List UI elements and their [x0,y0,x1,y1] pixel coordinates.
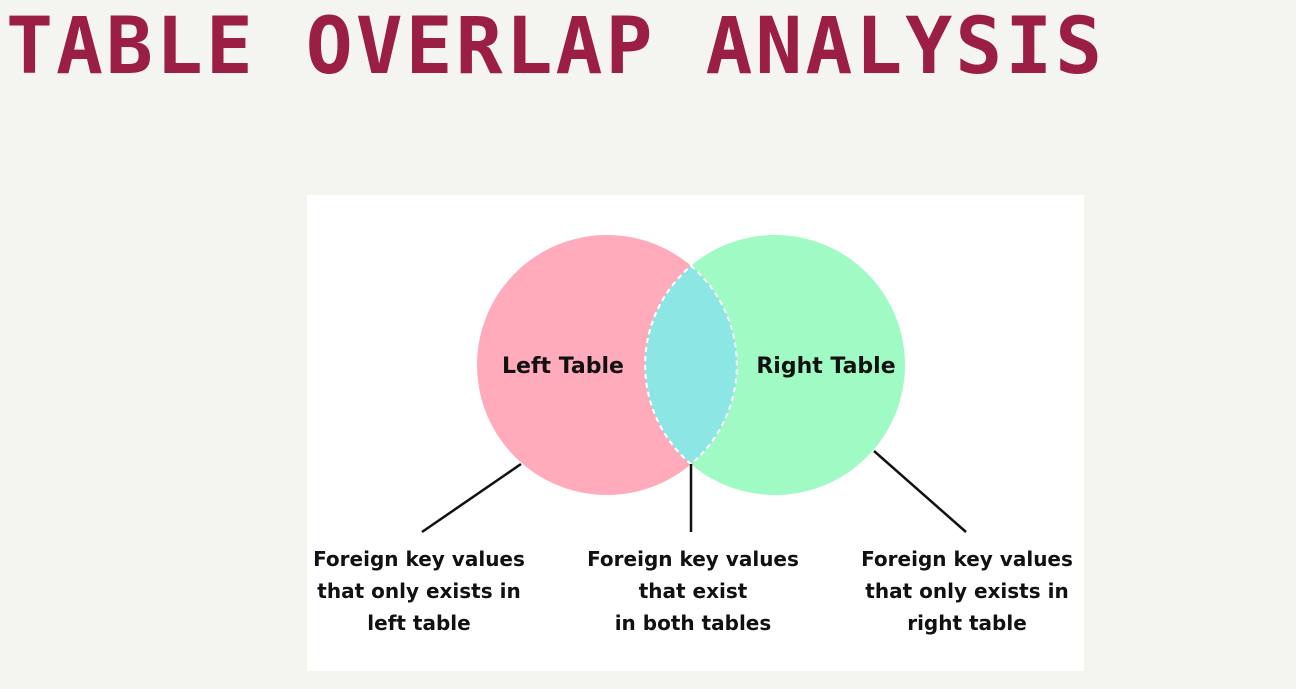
right-table-label: Right Table [756,354,895,379]
venn-diagram-card: Left Table Right Table Foreign key value… [307,195,1084,671]
left-connector-line [421,462,522,534]
left-only-callout: Foreign key values that only exists in l… [313,547,525,635]
both-tables-callout: Foreign key values that exist in both ta… [587,547,799,635]
right-only-callout: Foreign key values that only exists in r… [861,547,1073,635]
page-title: TABLE OVERLAP ANALYSIS [6,2,1106,92]
venn-diagram: Left Table Right Table [421,235,967,534]
right-connector-line [873,450,967,533]
left-table-label: Left Table [502,354,624,379]
overlap-region [645,235,737,495]
